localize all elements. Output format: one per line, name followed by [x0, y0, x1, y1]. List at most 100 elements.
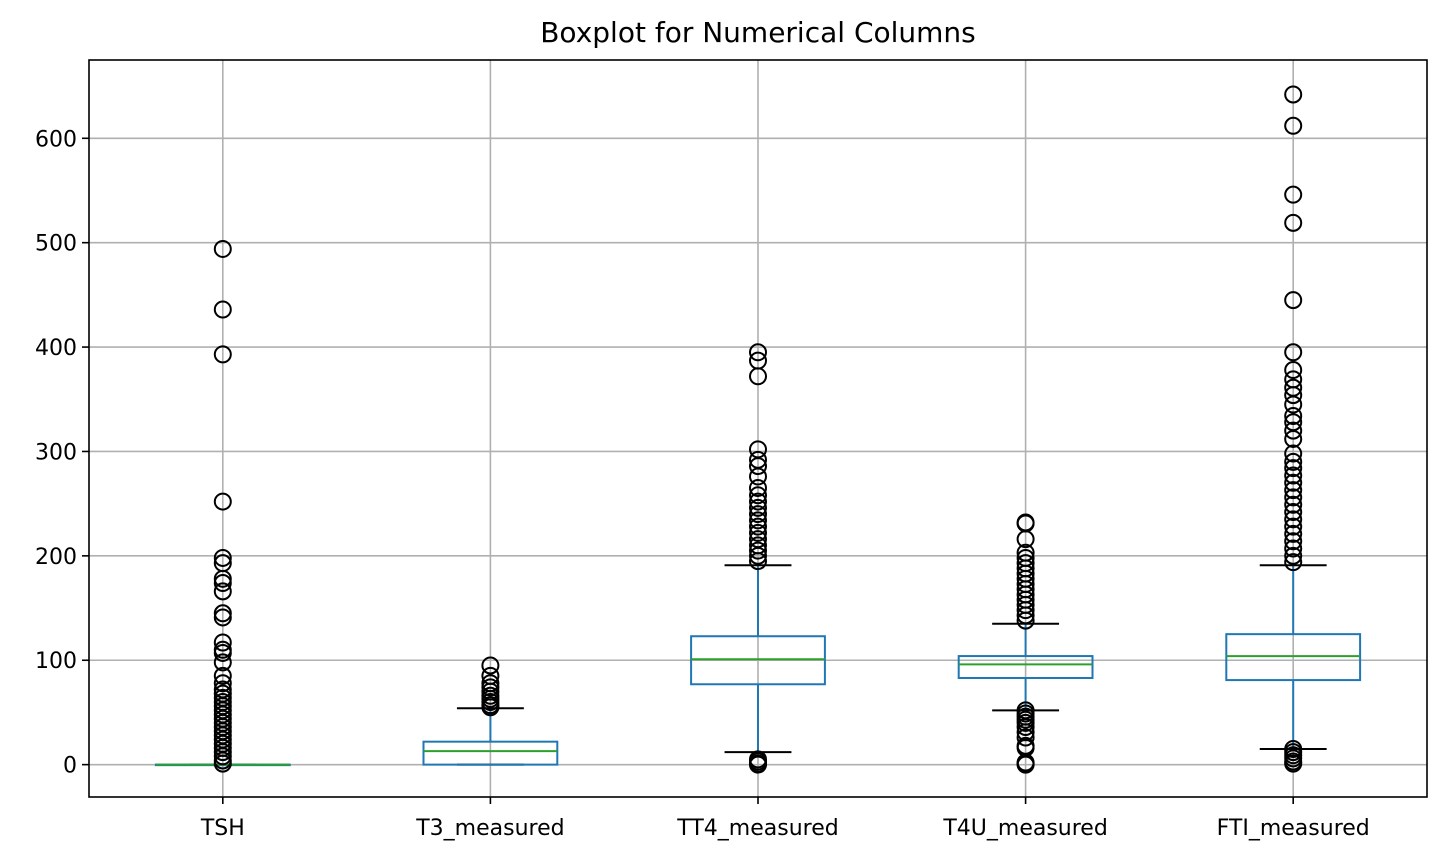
outlier-point [1016, 601, 1035, 620]
y-tick-label: 400 [35, 336, 77, 361]
outlier-point [1284, 503, 1303, 522]
outlier-point [1284, 488, 1303, 507]
outlier-point [1016, 713, 1035, 732]
outlier-point [1284, 754, 1303, 773]
outlier-point [213, 674, 232, 693]
outlier-point [213, 604, 232, 623]
outlier-point [213, 643, 232, 662]
chart-title: Boxplot for Numerical Columns [540, 16, 976, 49]
outlier-point [481, 678, 500, 697]
outlier-point [1284, 185, 1303, 204]
outlier-point [213, 633, 232, 652]
box-T3_measured [422, 656, 559, 766]
y-tick-label: 500 [35, 232, 77, 257]
outlier-point [1284, 553, 1303, 572]
outlier-point [1016, 755, 1035, 774]
outlier-point [213, 548, 232, 567]
outlier-point [213, 743, 232, 762]
outlier-point [213, 569, 232, 588]
outlier-point [1284, 395, 1303, 414]
outlier-point [213, 582, 232, 601]
box-TSH [154, 239, 291, 773]
outlier-point [1284, 495, 1303, 514]
outlier-point [1016, 606, 1035, 625]
outlier-point [1284, 510, 1303, 529]
x-tick-label: FTI_measured [1217, 816, 1370, 841]
outlier-point [749, 505, 767, 524]
y-tick-label: 300 [35, 440, 77, 465]
outlier-point [749, 552, 767, 571]
outlier-point [749, 492, 767, 511]
outlier-point [749, 541, 767, 560]
x-tick-label: TSH [200, 816, 245, 841]
y-tick-label: 0 [63, 754, 77, 779]
outlier-point [749, 479, 767, 498]
outlier-point [213, 345, 232, 364]
outlier-point [1016, 611, 1035, 630]
outlier-point [1284, 452, 1303, 471]
box-FTI_measured [1225, 85, 1362, 773]
outlier-point [213, 754, 232, 773]
y-tick-label: 100 [35, 649, 77, 674]
outlier-point [1284, 481, 1303, 500]
outlier-point [213, 300, 232, 319]
x-tick-label: TT4_measured [676, 816, 838, 841]
outlier-point [213, 747, 232, 766]
iqr-box [1225, 633, 1362, 682]
outlier-point [749, 498, 767, 517]
outlier-point [1284, 213, 1303, 232]
iqr-box [957, 655, 1094, 679]
grid-lines [89, 60, 1427, 797]
outlier-point [1284, 532, 1303, 551]
iqr-box [422, 740, 559, 766]
outlier-point [481, 698, 500, 717]
outlier-point [749, 755, 767, 774]
outlier-point [1284, 546, 1303, 565]
outlier-point [1284, 406, 1303, 425]
outlier-point [749, 367, 767, 386]
outlier-point [1016, 728, 1035, 747]
y-tick-label: 600 [35, 127, 77, 152]
outlier-point [749, 523, 767, 542]
outlier-point [1284, 343, 1303, 362]
outlier-point [213, 666, 232, 685]
outlier-point [1284, 421, 1303, 440]
outlier-point [1284, 459, 1303, 478]
iqr-box [690, 635, 826, 686]
outlier-point [213, 239, 232, 258]
outlier-point [213, 573, 232, 592]
outlier-point [1284, 444, 1303, 463]
outlier-point [1284, 466, 1303, 485]
outlier-point [1284, 361, 1303, 380]
outlier-point [749, 343, 767, 362]
outlier-point [213, 492, 232, 511]
outlier-point [749, 546, 767, 565]
outlier-point [749, 457, 767, 476]
outlier-point [1284, 386, 1303, 405]
outlier-point [1284, 473, 1303, 492]
outlier-point [481, 656, 500, 675]
outlier-point [1284, 85, 1303, 104]
outlier-point [213, 653, 232, 672]
x-tick-label: T3_measured [415, 816, 564, 841]
outlier-point [749, 467, 767, 486]
outlier-point [1284, 291, 1303, 310]
outlier-point [749, 517, 767, 536]
boxes-layer [154, 85, 1362, 774]
outlier-point [1016, 718, 1035, 737]
outlier-point [749, 486, 767, 505]
outlier-point [1284, 517, 1303, 536]
x-tick-label: T4U_measured [942, 816, 1107, 841]
outlier-point [1284, 429, 1303, 448]
y-tick-label: 200 [35, 545, 77, 570]
outlier-point [1284, 116, 1303, 135]
outlier-point [749, 511, 767, 530]
outlier-point [213, 608, 232, 627]
box-T4U_measured [957, 513, 1094, 774]
outlier-point [1284, 524, 1303, 543]
outlier-point [1016, 530, 1035, 549]
axis-ticks: 0 100 200 300 400 500 600 TSH T3_measured TT4_mea… [35, 127, 1370, 841]
outlier-point [1284, 539, 1303, 558]
